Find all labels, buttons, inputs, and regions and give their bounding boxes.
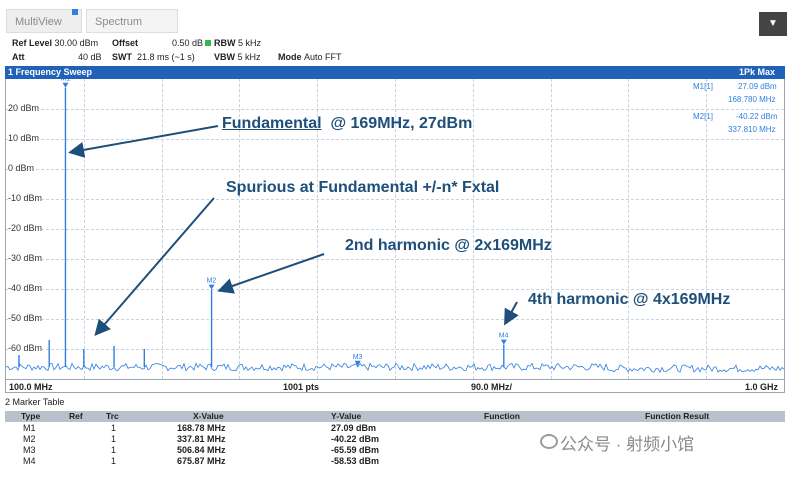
marker-table-title: 2 Marker Table [5,397,65,407]
rbw-setting[interactable]: RBW 5 kHz [214,38,262,48]
cell-x: 675.87 MHz [177,456,226,466]
mode-setting[interactable]: Mode Auto FFT [278,52,342,62]
cell-y: -58.53 dBm [331,456,380,466]
cell-trc: 1 [111,445,117,455]
swt-setting[interactable]: SWT 21.8 ms (~1 s) [112,52,195,62]
annotation-2nd-harmonic: 2nd harmonic @ 2x169MHz [345,237,552,254]
header-function-result: Function Result [645,411,710,421]
cell-y: -40.22 dBm [331,434,380,444]
plot-header: 1 Frequency Sweep 1Pk Max [5,66,785,79]
cell-trc: 1 [111,423,117,433]
marker-m2-icon [208,284,215,290]
marker-m3-icon [354,360,361,366]
marker-label-m3: M3 [353,354,363,361]
arrow-spurious [94,197,215,337]
spectrum-plot[interactable]: M1 M2 M3 M4 20 dBm 10 dBm 0 dBm -10 dBm -20 dBm… [6,79,784,379]
y-tick-label: 20 dBm [8,103,40,113]
y-tick-label: -10 dBm [8,193,43,203]
vbw-setting[interactable]: VBW 5 kHz [214,52,261,62]
table-row[interactable]: M2 1 337.81 MHz -40.22 dBm [5,434,785,445]
header-ref: Ref [69,411,83,421]
span-per-div-label: 90.0 MHz/ [471,382,513,392]
cell-type: M3 [23,445,36,455]
cell-type: M2 [23,434,36,444]
tab-bar: MultiView Spectrum [0,9,809,35]
table-row[interactable]: M3 1 506.84 MHz -65.59 dBm [5,445,785,456]
watermark: 公众号 · 射频小馆 [560,435,695,454]
header-type: Type [21,411,41,421]
marker-table-header: Type Ref Trc X-Value Y-Value Function Fu… [5,411,785,422]
grid-line-horizontal [6,109,784,110]
m1-readout-freq: 168.780 MHz [728,95,776,104]
wechat-icon [540,434,558,449]
rbw-status-icon [205,40,211,46]
chevron-down-icon: ▼ [768,18,778,29]
cell-x: 506.84 MHz [177,445,226,455]
cell-type: M4 [23,456,36,466]
grid-line-horizontal [6,319,784,320]
offset-value: 0.50 dB [172,38,204,48]
att-setting[interactable]: Att [12,52,25,62]
marker-label-m2: M2 [207,278,217,285]
x-axis-bar: 100.0 MHz 1001 pts 90.0 MHz/ 1.0 GHz [5,379,785,394]
marker-m4-icon [500,339,507,345]
offset-setting[interactable]: Offset [112,38,139,48]
tab-multiview[interactable]: MultiView [6,9,82,33]
m1-readout-name: M1[1] [693,82,714,91]
y-tick-label: -30 dBm [8,253,43,263]
cell-x: 337.81 MHz [177,434,226,444]
cell-type: M1 [23,423,36,433]
table-row[interactable]: M1 1 168.78 MHz 27.09 dBm [5,423,785,434]
cell-trc: 1 [111,434,117,444]
noise-floor-trace [6,362,784,374]
y-tick-label: -60 dBm [8,343,43,353]
cell-y: -65.59 dBm [331,445,380,455]
y-tick-label: -20 dBm [8,223,43,233]
annotation-fundamental: Fundamental @ 169MHz, 27dBm [222,115,473,132]
grid-line-horizontal [6,169,784,170]
y-tick-label: 0 dBm [8,163,35,173]
detector-label: 1Pk Max [738,67,775,77]
grid-line-horizontal [6,199,784,200]
marker-label-m1: M1 [60,79,70,83]
grid-line-horizontal [6,229,784,230]
plot-title: 1 Frequency Sweep [8,67,93,77]
cell-y: 27.09 dBm [331,423,377,433]
marker-label-m4: M4 [499,333,509,340]
header-x-value: X-Value [193,411,224,421]
header-function: Function [484,411,520,421]
y-tick-label: 10 dBm [8,133,40,143]
att-value: 40 dB [78,52,102,62]
m2-readout-name: M2[1] [693,112,714,121]
grid-line-horizontal [6,289,784,290]
grid-line-horizontal [6,139,784,140]
points-label: 1001 pts [283,382,320,392]
tab-spectrum[interactable]: Spectrum [86,9,178,33]
ref-level-setting[interactable]: Ref Level 30.00 dBm [12,38,99,48]
menu-button[interactable]: ▼ [759,12,787,36]
annotation-4th-harmonic: 4th harmonic @ 4x169MHz [528,291,731,308]
x-start-label: 100.0 MHz [9,382,53,392]
tab-indicator-icon [72,9,78,15]
arrow-fundamental [68,125,219,158]
m1-readout-value: 27.09 dBm [738,82,777,91]
cell-x: 168.78 MHz [177,423,226,433]
arrow-4th-harmonic [504,301,519,326]
m2-readout-value: -40.22 dBm [736,112,778,121]
header-trc: Trc [106,411,119,421]
grid-line-horizontal [6,259,784,260]
marker-m1-icon [62,82,69,88]
y-tick-label: -40 dBm [8,283,43,293]
annotation-spurious: Spurious at Fundamental +/-n* Fxtal [226,179,500,196]
grid-line-horizontal [6,349,784,350]
spectrum-trace: M1 M2 M3 M4 [6,79,784,374]
header-y-value: Y-Value [331,411,362,421]
x-stop-label: 1.0 GHz [745,382,779,392]
cell-trc: 1 [111,456,117,466]
table-row[interactable]: M4 1 675.87 MHz -58.53 dBm [5,456,785,467]
m2-readout-freq: 337.810 MHz [728,125,776,134]
arrow-2nd-harmonic [217,253,325,294]
y-tick-label: -50 dBm [8,313,43,323]
